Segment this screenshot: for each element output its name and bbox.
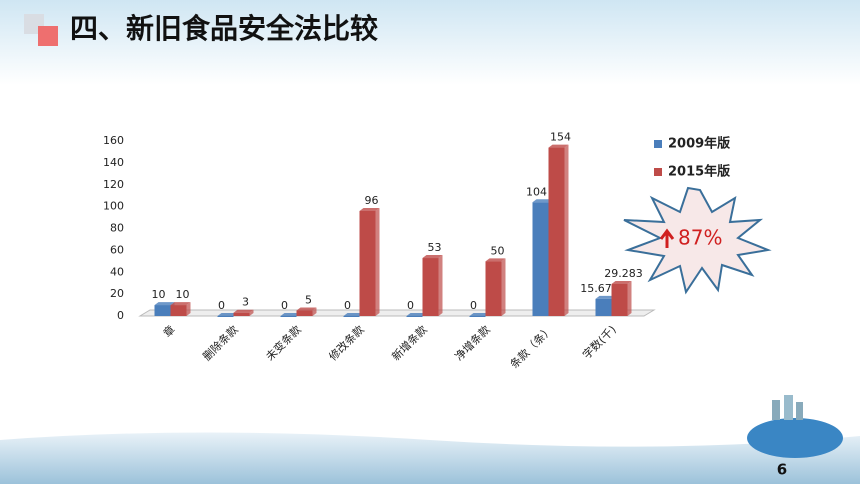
y-tick-label: 40 bbox=[110, 265, 124, 278]
bar-top bbox=[485, 258, 506, 262]
starburst bbox=[623, 186, 772, 295]
legend-label: 2015年版 bbox=[668, 164, 730, 180]
y-tick-label: 140 bbox=[103, 156, 124, 169]
bar bbox=[595, 298, 612, 316]
bar bbox=[532, 202, 549, 316]
value-label: 154 bbox=[550, 131, 571, 144]
bar-side bbox=[249, 309, 254, 316]
y-tick-label: 60 bbox=[110, 243, 124, 256]
up-arrow bbox=[659, 228, 675, 248]
value-label: 53 bbox=[428, 241, 442, 254]
value-label: 0 bbox=[281, 299, 288, 312]
bar-side bbox=[501, 258, 506, 316]
legend-swatch bbox=[654, 140, 662, 148]
slide-title: 四、新旧食品安全法比较 bbox=[70, 12, 378, 45]
building-decoration bbox=[796, 402, 803, 420]
bar-side bbox=[564, 144, 569, 316]
bar bbox=[170, 305, 187, 316]
deco-square bbox=[38, 26, 58, 46]
bar-top bbox=[548, 144, 569, 148]
bar bbox=[469, 316, 486, 317]
value-label: 104 bbox=[526, 185, 547, 198]
bar-top bbox=[406, 313, 427, 316]
value-label: 5 bbox=[305, 294, 312, 307]
bar-top bbox=[233, 309, 254, 313]
annotation: 87% bbox=[678, 226, 722, 250]
y-tick-label: 20 bbox=[110, 287, 124, 300]
bar-top bbox=[170, 302, 191, 306]
building-decoration bbox=[784, 395, 793, 420]
value-label: 0 bbox=[218, 299, 225, 312]
value-label: 50 bbox=[491, 244, 505, 257]
bar-top bbox=[422, 255, 443, 259]
legend-swatch bbox=[654, 168, 662, 176]
bar-side bbox=[312, 307, 317, 316]
bar bbox=[359, 211, 376, 316]
bar-top bbox=[532, 199, 553, 203]
value-label: 0 bbox=[407, 299, 414, 312]
bar bbox=[406, 316, 423, 317]
bar bbox=[611, 283, 628, 316]
bar-top bbox=[217, 313, 238, 316]
bar-side bbox=[375, 208, 380, 316]
bar-side bbox=[627, 280, 632, 316]
bar bbox=[422, 258, 439, 316]
y-tick-label: 120 bbox=[103, 178, 124, 191]
building-decoration bbox=[772, 400, 780, 420]
bar bbox=[154, 305, 171, 316]
y-tick-label: 80 bbox=[110, 222, 124, 235]
header-band bbox=[0, 0, 860, 85]
y-tick-label: 160 bbox=[103, 134, 124, 147]
bar bbox=[485, 261, 502, 316]
globe-decoration bbox=[747, 418, 843, 458]
bar bbox=[296, 310, 313, 316]
value-label: 15.671 bbox=[580, 282, 619, 295]
value-label: 10 bbox=[152, 288, 166, 301]
page-number: 6 bbox=[777, 461, 787, 479]
bar bbox=[280, 316, 297, 317]
value-label: 0 bbox=[344, 299, 351, 312]
bar bbox=[343, 316, 360, 317]
bar-top bbox=[359, 208, 380, 211]
value-label: 96 bbox=[365, 194, 379, 207]
bar bbox=[217, 316, 234, 317]
bar-top bbox=[595, 295, 616, 299]
value-label: 10 bbox=[176, 288, 190, 301]
bar-top bbox=[154, 302, 175, 306]
bar-top bbox=[343, 313, 364, 316]
value-label: 0 bbox=[470, 299, 477, 312]
bar bbox=[233, 312, 250, 316]
y-tick-label: 100 bbox=[103, 200, 124, 213]
bar-top bbox=[469, 313, 490, 316]
value-label: 29.283 bbox=[604, 267, 643, 280]
value-label: 3 bbox=[242, 296, 249, 309]
bar-side bbox=[438, 255, 443, 316]
bar-top bbox=[280, 313, 301, 316]
y-tick-label: 0 bbox=[117, 309, 124, 322]
bar bbox=[548, 147, 565, 316]
footer-band bbox=[0, 432, 860, 484]
legend-label: 2009年版 bbox=[668, 136, 730, 152]
bar-top bbox=[611, 280, 632, 284]
bar-top bbox=[296, 307, 317, 311]
bar-side bbox=[186, 302, 191, 316]
